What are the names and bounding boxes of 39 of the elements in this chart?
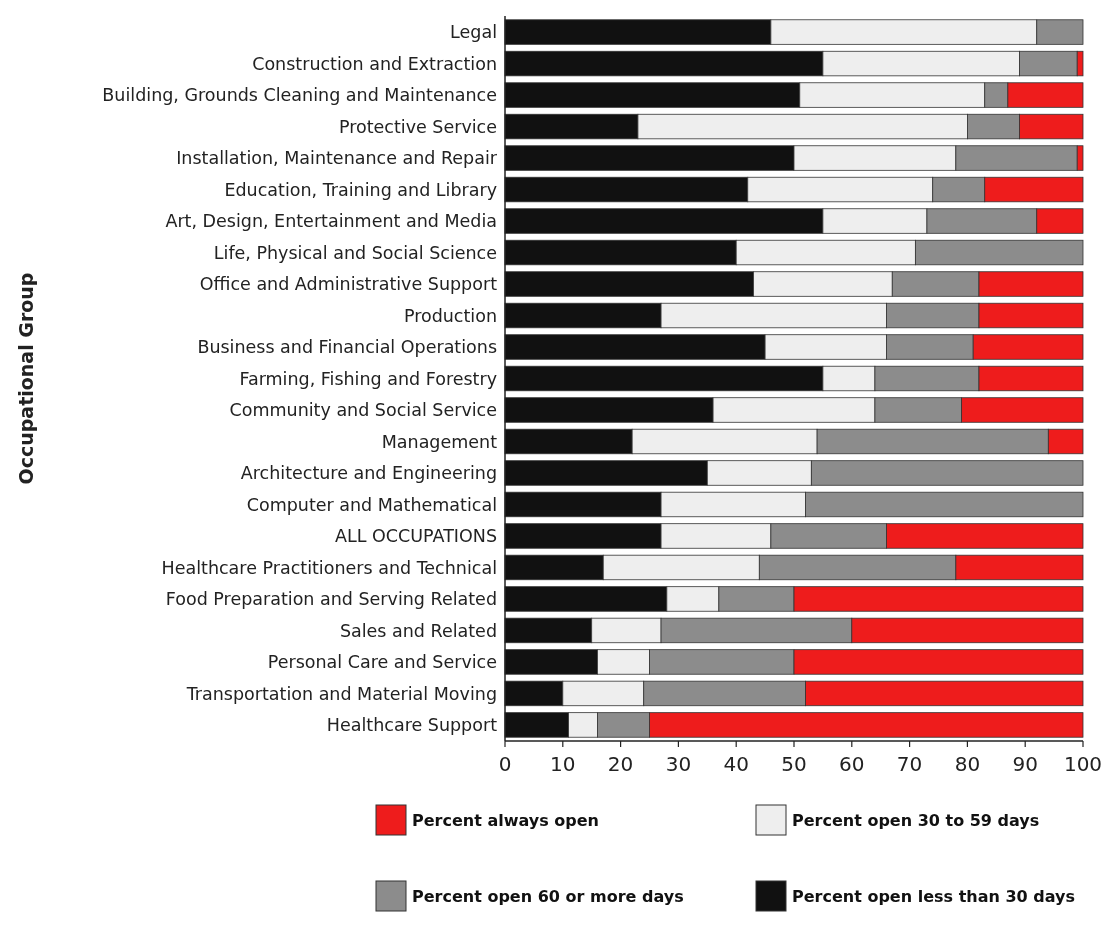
y-tick-label: Art, Design, Entertainment and Media bbox=[165, 211, 497, 232]
x-tick-label: 80 bbox=[954, 752, 981, 776]
y-tick-label: Office and Administrative Support bbox=[199, 274, 498, 295]
x-tick-label: 0 bbox=[498, 752, 512, 776]
legend-label: Percent always open bbox=[412, 810, 599, 830]
x-tick-label: 100 bbox=[1063, 752, 1103, 776]
y-tick-label: Building, Grounds Cleaning and Maintenance bbox=[102, 85, 497, 106]
y-tick-label: Installation, Maintenance and Repair bbox=[176, 148, 498, 169]
y-tick-label: Management bbox=[381, 431, 498, 452]
x-tick-label: 10 bbox=[550, 752, 576, 776]
y-tick-label: Construction and Extraction bbox=[252, 53, 497, 74]
legend-label: Percent open 30 to 59 days bbox=[792, 810, 1040, 830]
y-tick-label: Business and Financial Operations bbox=[197, 337, 497, 358]
y-tick-label: Food Preparation and Serving Related bbox=[165, 589, 497, 610]
y-tick-label: Farming, Fishing and Forestry bbox=[239, 368, 497, 389]
x-tick-label: 70 bbox=[896, 752, 923, 776]
y-tick-label: Education, Training and Library bbox=[224, 179, 497, 200]
x-tick-label: 50 bbox=[781, 752, 807, 776]
legend-label: Percent open less than 30 days bbox=[792, 886, 1075, 906]
y-tick-label: Production bbox=[403, 305, 497, 326]
y-tick-label: Computer and Mathematical bbox=[246, 494, 497, 515]
y-tick-label: Healthcare Practitioners and Technical bbox=[161, 557, 497, 578]
y-tick-label: Architecture and Engineering bbox=[240, 463, 497, 484]
y-tick-label: Transportation and Material Moving bbox=[185, 683, 497, 704]
y-tick-label: Healthcare Support bbox=[326, 715, 498, 736]
x-tick-label: 20 bbox=[607, 752, 634, 776]
x-tick-label: 30 bbox=[665, 752, 692, 776]
legend-label: Percent open 60 or more days bbox=[412, 886, 684, 906]
y-tick-label: Personal Care and Service bbox=[267, 652, 497, 673]
x-tick-label: 60 bbox=[839, 752, 865, 776]
y-tick-label: Life, Physical and Social Science bbox=[213, 242, 497, 263]
x-tick-label: 90 bbox=[1012, 752, 1038, 776]
y-tick-label: Protective Service bbox=[338, 116, 497, 137]
y-tick-label: ALL OCCUPATIONS bbox=[335, 526, 497, 547]
x-tick-label: 40 bbox=[723, 752, 749, 776]
y-tick-label: Legal bbox=[450, 22, 497, 43]
y-axis-title: Occupational Group bbox=[15, 272, 37, 485]
y-tick-label: Sales and Related bbox=[339, 620, 497, 641]
y-tick-label: Community and Social Service bbox=[229, 400, 497, 421]
